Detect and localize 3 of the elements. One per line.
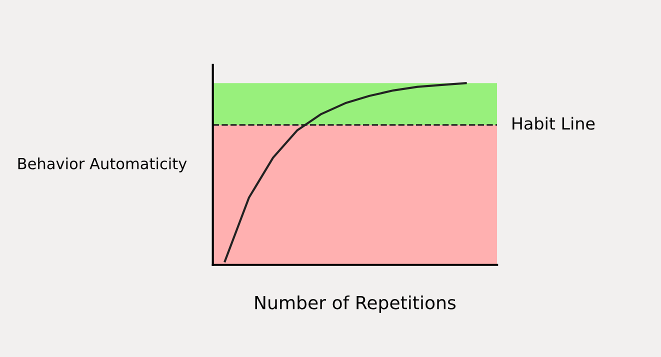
ref-line-label: Habit Line <box>512 116 595 130</box>
x-axis-title: Number of Repetitions <box>255 295 456 313</box>
y-axis-title: Behavior Automaticity <box>18 158 187 172</box>
